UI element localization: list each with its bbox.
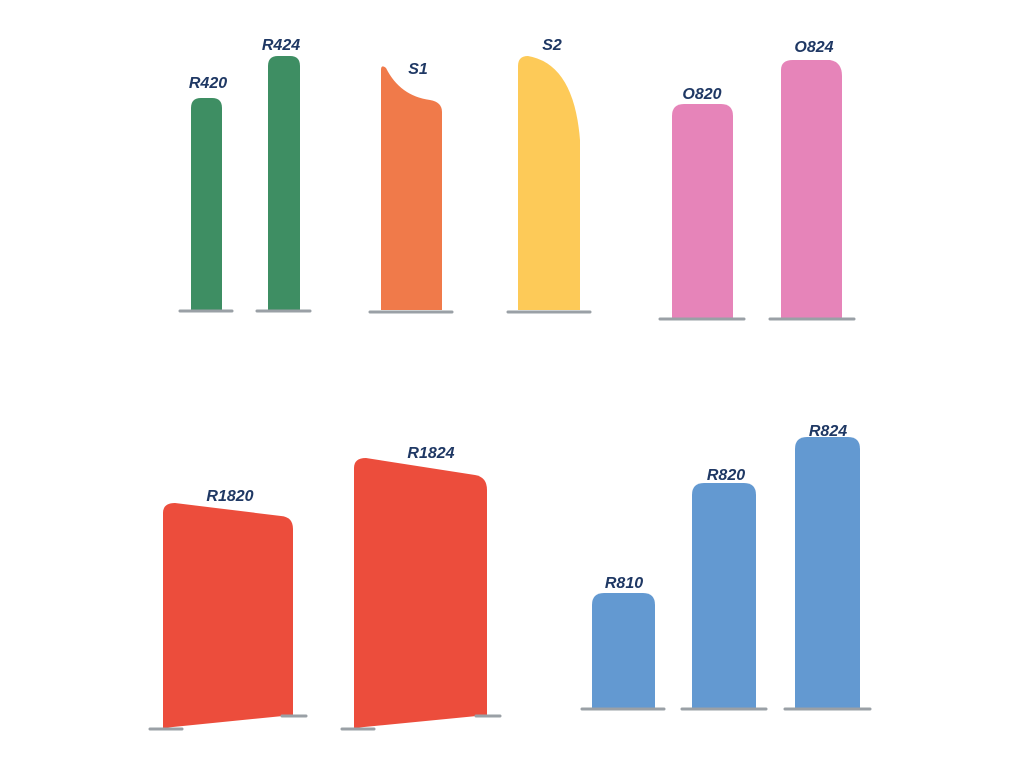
banner-r420: R420 bbox=[178, 75, 234, 313]
product-label: S1 bbox=[408, 61, 428, 78]
banner-s2: S2 bbox=[506, 37, 592, 314]
product-label: S2 bbox=[542, 37, 562, 54]
product-label: R1824 bbox=[407, 445, 454, 462]
banner-o824: O824 bbox=[768, 39, 856, 321]
product-label: R824 bbox=[809, 423, 847, 440]
product-label: R820 bbox=[707, 467, 745, 484]
banner-r820: R820 bbox=[680, 467, 768, 711]
banner-r1824: R1824 bbox=[340, 445, 502, 731]
product-label: O824 bbox=[794, 39, 833, 56]
banner-o820: O820 bbox=[658, 86, 746, 321]
banner-r824: R824 bbox=[783, 423, 872, 711]
product-label: O820 bbox=[682, 86, 721, 103]
product-label: R1820 bbox=[206, 488, 253, 505]
banner-s1: S1 bbox=[368, 61, 454, 314]
banner-r424: R424 bbox=[255, 37, 312, 313]
product-label: R424 bbox=[262, 37, 300, 54]
product-label: R810 bbox=[605, 575, 643, 592]
product-label: R420 bbox=[189, 75, 227, 92]
banner-r1820: R1820 bbox=[148, 488, 308, 731]
banner-r810: R810 bbox=[580, 575, 666, 711]
